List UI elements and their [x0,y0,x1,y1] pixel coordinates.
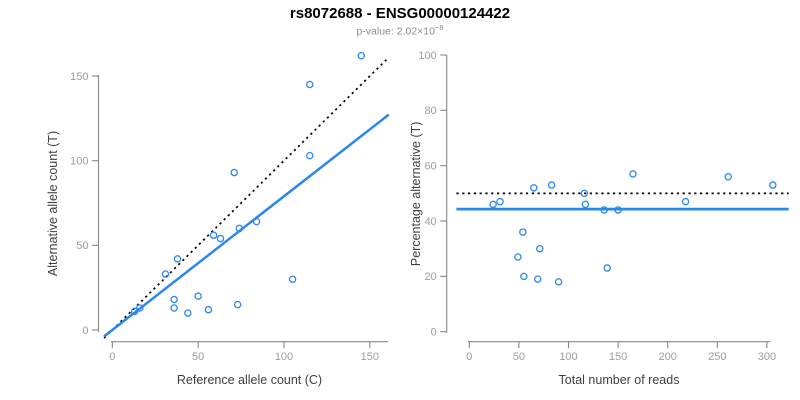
data-point [230,168,238,177]
data-point [530,184,538,192]
data-point [184,309,192,317]
y-tick-label: 0 [431,327,437,339]
y-tick-label: 0 [82,325,88,337]
data-point [252,217,261,226]
data-point [496,197,504,206]
y-axis-title: Percentage alternative (T) [409,122,423,267]
x-axis-title: Total number of reads [559,373,680,387]
data-point [600,206,608,214]
y-tick-label: 150 [70,71,88,83]
p-value-mantissa: 2.02×10 [396,25,435,38]
data-point [603,264,611,272]
data-point [161,270,170,278]
x-axis-title: Reference allele count (C) [177,373,322,387]
data-point [136,304,144,312]
data-point [194,292,202,300]
data-point [170,304,178,312]
data-point [580,189,589,198]
y-tick-label: 40 [424,216,436,228]
data-point [306,151,314,160]
data-point [130,307,139,316]
figure-title: rs8072688 - ENSG00000124422 [289,5,511,22]
x-tick-label: 100 [275,351,293,363]
figure-subtitle: p-value: 2.02×10−8 [0,23,800,38]
fit-line [103,113,390,338]
data-point [769,181,777,189]
identity-line [103,56,390,339]
y-tick-label: 100 [418,50,436,62]
data-point [629,170,637,178]
data-point [533,275,542,283]
x-tick-label: 0 [466,351,472,363]
x-tick-label: 250 [708,351,726,363]
data-point [357,51,366,60]
x-tick-label: 100 [559,351,577,363]
data-point [216,234,225,243]
data-point [681,197,690,206]
data-point [235,224,244,233]
data-point [204,305,213,314]
data-point [209,231,218,239]
data-point [724,172,732,181]
y-tick-label: 20 [424,271,436,283]
data-point [306,80,314,89]
data-point [288,275,297,283]
data-point [554,278,563,286]
y-tick-label: 50 [76,240,88,252]
x-tick-label: 50 [192,351,204,363]
x-tick-label: 150 [361,351,379,363]
y-tick-label: 100 [70,156,88,168]
data-point [614,206,622,214]
data-point [170,295,178,304]
data-point [581,200,590,209]
data-point [173,255,182,263]
data-point [535,244,544,253]
x-tick-label: 200 [659,351,677,363]
y-tick-label: 80 [424,105,436,117]
data-point [520,272,528,281]
p-value-label: p-value: [356,25,397,38]
y-tick-label: 60 [424,160,436,172]
x-tick-label: 150 [609,351,627,363]
data-point [514,253,522,261]
data-point [489,200,497,209]
data-point [519,228,527,236]
data-point [547,181,556,189]
p-value-exponent: −8 [434,23,444,32]
data-point [233,300,242,309]
x-tick-label: 50 [513,351,525,363]
x-tick-label: 300 [758,351,776,363]
y-axis-title: Alternative allele count (T) [46,131,60,276]
x-tick-label: 0 [109,351,115,363]
